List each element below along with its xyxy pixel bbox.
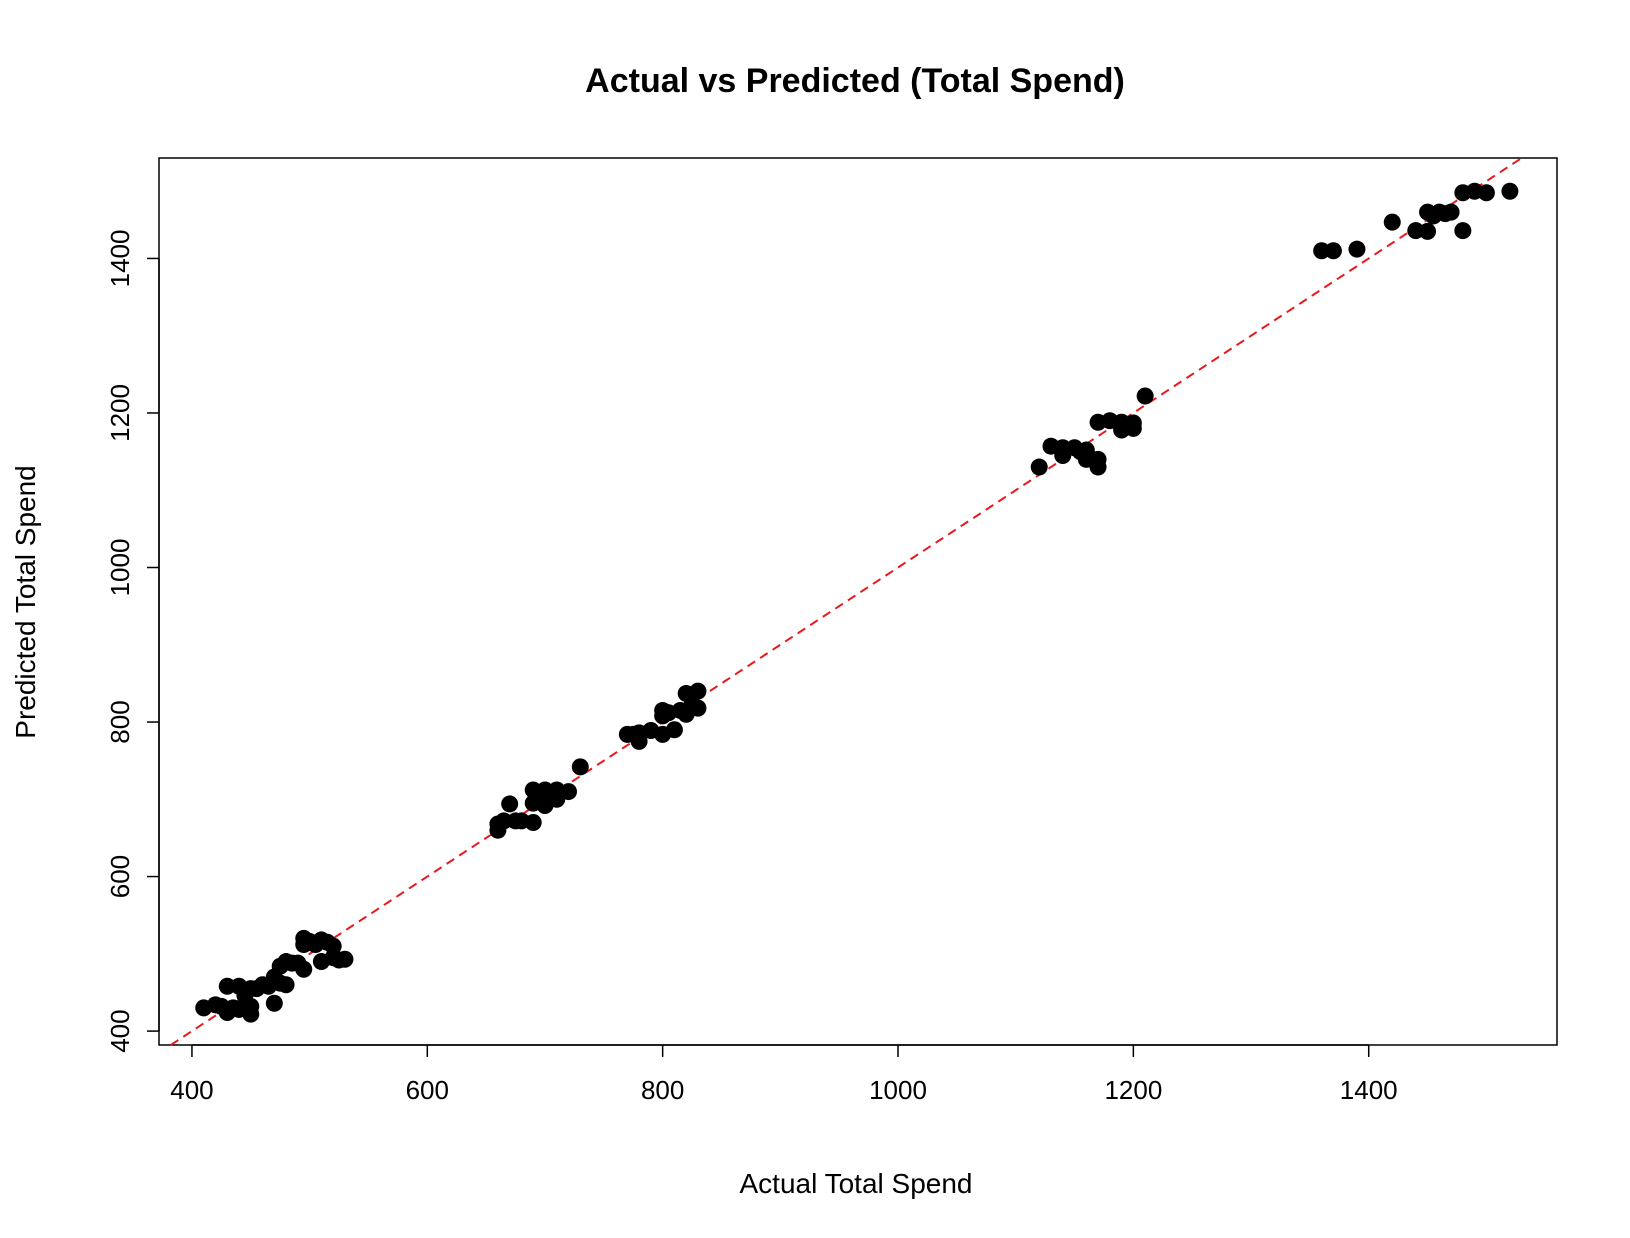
data-point: [1124, 419, 1142, 437]
data-point: [277, 976, 295, 994]
data-points: [195, 182, 1519, 1023]
x-tick-label: 400: [170, 1075, 213, 1105]
data-point: [336, 950, 354, 968]
y-axis: 400 600 800 1000 1200 1400: [105, 230, 160, 1053]
data-point: [501, 795, 519, 813]
data-point: [265, 994, 283, 1012]
data-point: [1477, 184, 1495, 202]
data-point: [1030, 458, 1048, 476]
y-tick-label: 1000: [105, 539, 135, 597]
data-point: [571, 758, 589, 776]
data-point: [1383, 213, 1401, 231]
data-point: [689, 699, 707, 717]
data-point: [1501, 182, 1519, 200]
data-point: [295, 960, 313, 978]
data-point: [1313, 242, 1331, 260]
data-point: [218, 977, 236, 995]
data-point: [1089, 458, 1107, 476]
data-point: [665, 721, 683, 739]
x-tick-label: 1000: [869, 1075, 927, 1105]
x-tick-label: 800: [641, 1075, 684, 1105]
y-tick-label: 1400: [105, 230, 135, 288]
data-point: [495, 812, 513, 830]
y-tick-label: 800: [105, 700, 135, 743]
x-tick-label: 1400: [1340, 1075, 1398, 1105]
data-point: [1442, 203, 1460, 221]
y-tick-label: 600: [105, 855, 135, 898]
x-tick-label: 1200: [1104, 1075, 1162, 1105]
y-tick-label: 400: [105, 1009, 135, 1052]
data-point: [689, 682, 707, 700]
chart-title: Actual vs Predicted (Total Spend): [585, 62, 1125, 100]
data-point: [1348, 240, 1366, 258]
x-axis: 400 600 800 1000 1200 1400: [170, 1044, 1398, 1105]
plot-frame: [158, 157, 1558, 1046]
x-tick-label: 600: [406, 1075, 449, 1105]
data-point: [1324, 242, 1342, 260]
data-point: [242, 1005, 260, 1023]
x-axis-label: Actual Total Spend: [740, 1168, 973, 1199]
data-point: [560, 783, 578, 801]
y-axis-label: Predicted Total Spend: [10, 465, 41, 738]
data-point: [1136, 387, 1154, 405]
data-point: [524, 813, 542, 831]
y-tick-label: 1200: [105, 384, 135, 442]
data-point: [1454, 222, 1472, 240]
data-point: [1419, 222, 1437, 240]
reference-line: [170, 157, 1523, 1046]
